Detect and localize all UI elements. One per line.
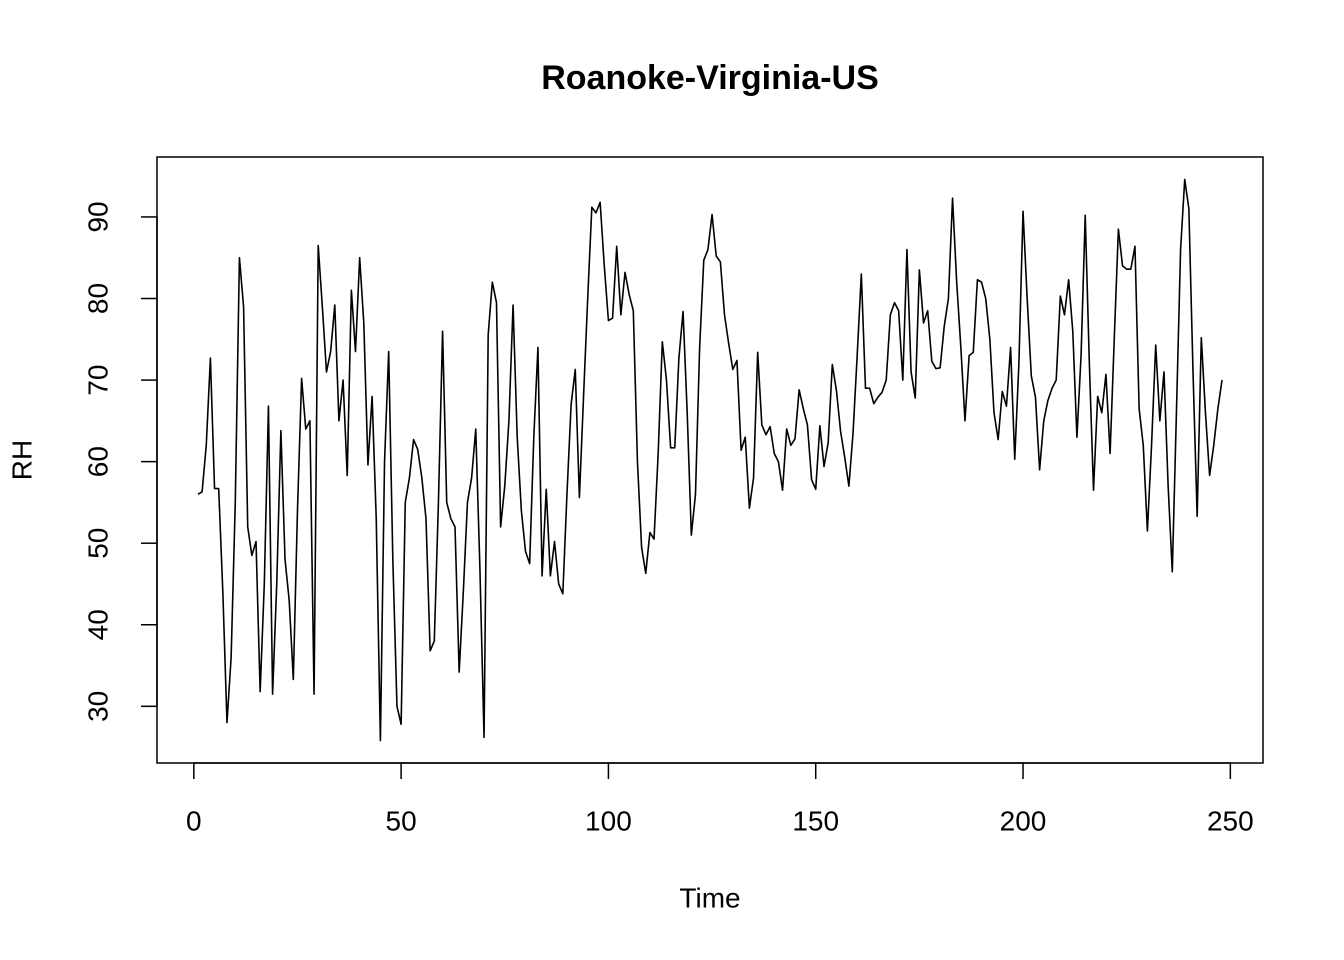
y-tick-label: 60 [82, 446, 113, 477]
y-tick-label: 30 [82, 691, 113, 722]
chart-title: Roanoke-Virginia-US [541, 59, 879, 97]
plot-box [156, 156, 1264, 764]
y-tick-label: 40 [82, 609, 113, 640]
y-tick-label: 80 [82, 283, 113, 314]
x-tick-label: 50 [386, 805, 417, 836]
y-tick-label: 70 [82, 364, 113, 395]
x-tick-label: 250 [1207, 805, 1254, 836]
series-line [197, 178, 1223, 742]
x-tick-label: 150 [792, 805, 839, 836]
x-tick-label: 0 [186, 805, 202, 836]
y-axis-title: RH [6, 440, 37, 480]
y-tick-label: 90 [82, 201, 113, 232]
x-tick-label: 100 [585, 805, 632, 836]
y-tick-label: 50 [82, 528, 113, 559]
x-axis-title: Time [679, 882, 740, 913]
x-tick-label: 200 [1000, 805, 1047, 836]
